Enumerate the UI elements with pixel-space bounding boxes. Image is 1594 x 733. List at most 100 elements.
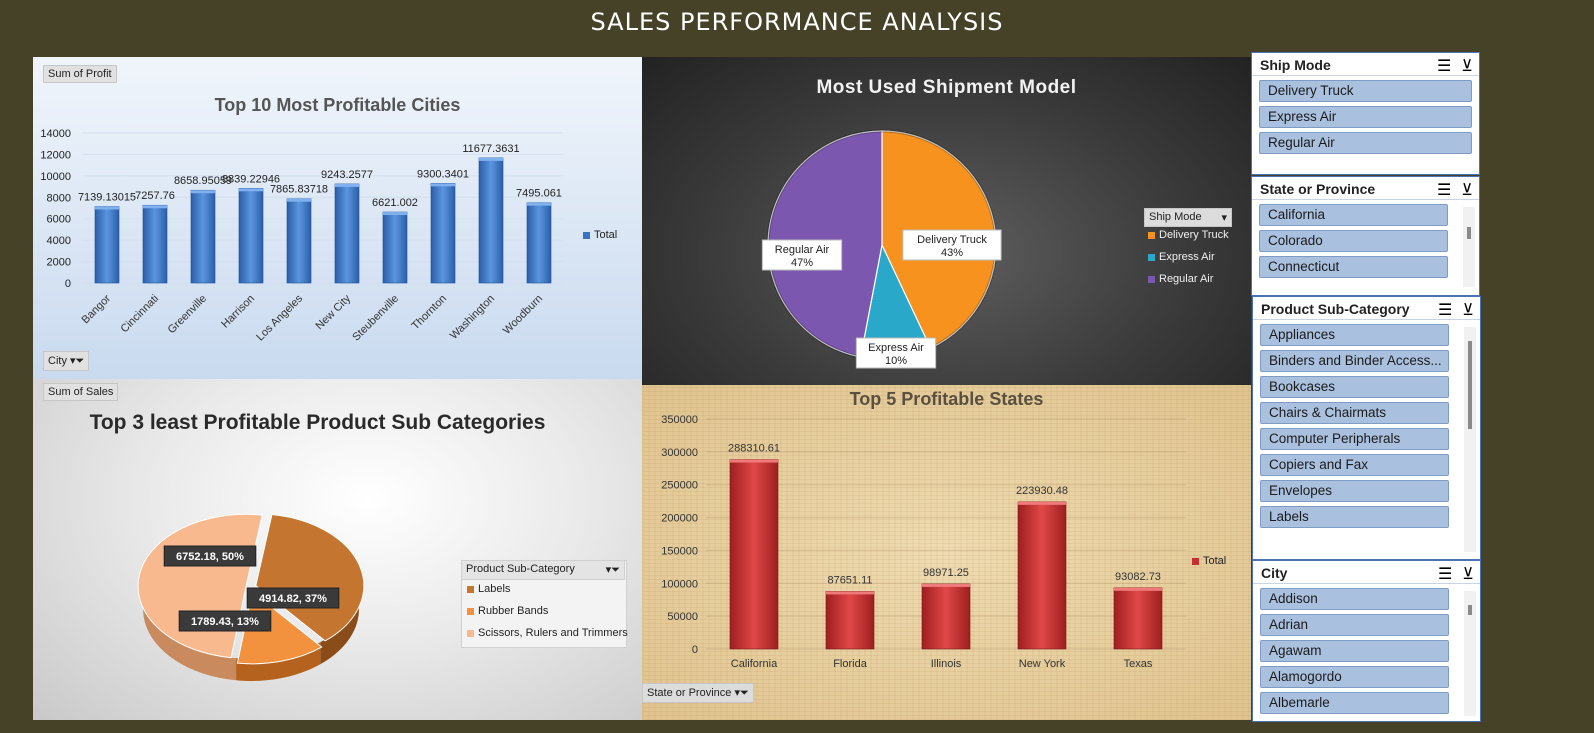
profit-cities-chart[interactable]: Sum of Profit Top 10 Most Profitable Cit… xyxy=(33,57,642,379)
scrollbar[interactable] xyxy=(1463,207,1475,287)
data-label: 9243.2577 xyxy=(321,169,373,181)
value-field-button[interactable]: Sum of Sales xyxy=(43,383,119,401)
value-field-button[interactable]: Sum of Profit xyxy=(43,65,117,83)
slicer-item[interactable]: Albemarle xyxy=(1260,692,1449,714)
slicer-item[interactable]: Envelopes xyxy=(1260,480,1449,502)
data-label-box xyxy=(761,239,843,271)
scrollbar[interactable] xyxy=(1464,591,1476,716)
data-label-box xyxy=(246,587,340,609)
bar xyxy=(334,183,360,284)
bar xyxy=(190,189,216,284)
slicer-item[interactable]: Bookcases xyxy=(1260,376,1449,398)
slicer-item[interactable]: Computer Peripherals xyxy=(1260,428,1449,450)
chart-title: Top 5 Profitable States xyxy=(849,389,1044,409)
slicer-item[interactable]: Express Air xyxy=(1259,106,1472,128)
x-tick-label: California xyxy=(731,658,778,670)
filter-dropdown-icon[interactable]: ▾⏷ xyxy=(734,687,749,699)
slicer-item[interactable]: Binders and Binder Access... xyxy=(1260,350,1449,372)
ship-mode-legend-field[interactable]: Ship Mode ▾ xyxy=(1144,208,1232,227)
legend-item: Rubber Bands xyxy=(467,605,548,617)
dropdown-icon[interactable]: ▾ xyxy=(1221,212,1227,224)
slicer-product-subcategory[interactable]: Product Sub-Category ☰ ⊻ Appliances Binder… xyxy=(1252,296,1481,560)
slicer-city[interactable]: City ☰ ⊻ Addison Adrian Agawam Alamogordo Alb… xyxy=(1252,560,1481,722)
multi-select-icon[interactable]: ☰ xyxy=(1437,300,1453,319)
slicer-state[interactable]: State or Province ☰ ⊻ California Colorado C… xyxy=(1251,176,1480,296)
y-tick-label: 2000 xyxy=(47,257,71,269)
legend-item: Regular Air xyxy=(1148,273,1213,285)
bar-plot: 0 2000 4000 6000 8000 10000 12000 14000 7139.130… xyxy=(40,128,563,344)
y-tick-label: 100000 xyxy=(661,578,698,590)
filter-dropdown-icon[interactable]: ▾⏷ xyxy=(70,355,85,367)
x-tick-label: Harrison xyxy=(219,293,257,331)
data-label-box xyxy=(902,229,1002,261)
slicer-item[interactable]: Regular Air xyxy=(1259,132,1472,154)
pie-plot: 4914.82, 37%1789.43, 13% 6752.18, 50% xyxy=(137,513,365,681)
data-label: 8839.22946 xyxy=(222,173,280,185)
data-label: 6621.002 xyxy=(372,197,418,209)
legend-swatch xyxy=(1148,231,1155,239)
slicer-item[interactable]: Colorado xyxy=(1259,230,1448,252)
bar-top xyxy=(1018,501,1066,505)
city-field-button[interactable]: City ▾⏷ xyxy=(43,351,90,371)
bar-top xyxy=(527,202,551,206)
clear-filter-icon[interactable]: ⊻ xyxy=(1461,56,1473,75)
slicer-item[interactable]: Appliances xyxy=(1260,324,1449,346)
y-tick-label: 14000 xyxy=(40,128,71,140)
y-tick-label: 10000 xyxy=(40,171,71,183)
legend-label: Delivery Truck xyxy=(1159,229,1229,241)
slicer-item[interactable]: Connecticut xyxy=(1259,256,1448,278)
slicer-item[interactable]: California xyxy=(1259,204,1448,226)
slicer-item[interactable]: Agawam xyxy=(1260,640,1449,662)
pie-slice xyxy=(236,590,323,665)
data-label: 1789.43, 13% xyxy=(191,616,259,628)
bar-top xyxy=(383,212,407,216)
legend-label: Total xyxy=(1203,555,1227,567)
field-label: State or Province xyxy=(647,687,732,699)
multi-select-icon[interactable]: ☰ xyxy=(1437,564,1453,583)
clear-filter-icon[interactable]: ⊻ xyxy=(1462,564,1474,583)
slicer-item-list: Addison Adrian Agawam Alamogordo Albemarle xyxy=(1253,588,1456,714)
data-label: 7257.76 xyxy=(135,190,175,202)
filter-dropdown-icon[interactable]: ▾⏷ xyxy=(605,564,620,576)
slicer-item[interactable]: Alamogordo xyxy=(1260,666,1449,688)
clear-filter-icon[interactable]: ⊻ xyxy=(1462,300,1474,319)
slicer-ship-mode[interactable]: Ship Mode ☰ ⊻ Delivery Truck Express Air Re… xyxy=(1251,52,1480,175)
scrollbar[interactable] xyxy=(1464,327,1476,552)
legend-item: Labels xyxy=(467,583,510,595)
pie-slice xyxy=(255,513,365,642)
y-tick-label: 0 xyxy=(692,644,698,656)
legend-swatch xyxy=(467,585,474,593)
y-tick-label: 150000 xyxy=(661,545,698,557)
slicer-item[interactable]: Adrian xyxy=(1260,614,1449,636)
bar-top xyxy=(143,205,167,209)
bar xyxy=(430,183,456,284)
slicer-header: State or Province ☰ ⊻ xyxy=(1252,177,1479,200)
scrollbar-thumb[interactable] xyxy=(1467,227,1471,239)
bar-top xyxy=(922,583,970,587)
x-tick-label: Illinois xyxy=(931,658,962,670)
scrollbar-thumb[interactable] xyxy=(1468,341,1472,429)
slicer-header: City ☰ ⊻ xyxy=(1253,561,1480,584)
shipment-chart[interactable]: Most Used Shipment Model Delivery Truck 4… xyxy=(642,57,1251,385)
legend-swatch xyxy=(1192,557,1199,565)
slicer-item[interactable]: Labels xyxy=(1260,506,1449,528)
legend-label: Scissors, Rulers and Trimmers xyxy=(478,627,628,639)
slicer-item-list: Delivery Truck Express Air Regular Air xyxy=(1252,80,1479,154)
slicer-item[interactable]: Addison xyxy=(1260,588,1449,610)
scrollbar-thumb[interactable] xyxy=(1468,605,1472,615)
state-field-button[interactable]: State or Province ▾⏷ xyxy=(642,683,754,703)
least-profitable-chart[interactable]: Sum of Sales Top 3 least Profitable Prod… xyxy=(33,379,642,720)
data-label: 11677.3631 xyxy=(462,143,519,155)
slicer-item[interactable]: Delivery Truck xyxy=(1259,80,1472,102)
clear-filter-icon[interactable]: ⊻ xyxy=(1461,180,1473,199)
bar xyxy=(729,459,779,650)
y-tick-label: 300000 xyxy=(661,447,698,459)
slicer-item[interactable]: Copiers and Fax xyxy=(1260,454,1449,476)
multi-select-icon[interactable]: ☰ xyxy=(1436,56,1452,75)
bar-plot: 0 50000 100000 150000 200000 250000 300000 3500… xyxy=(661,414,1186,670)
multi-select-icon[interactable]: ☰ xyxy=(1436,180,1452,199)
slicer-item[interactable]: Chairs & Chairmats xyxy=(1260,402,1449,424)
profitable-states-chart[interactable]: Top 5 Profitable States 0 50000 100000 1500… xyxy=(642,385,1251,720)
subcategory-legend-field[interactable]: Product Sub-Category ▾⏷ xyxy=(461,560,625,580)
